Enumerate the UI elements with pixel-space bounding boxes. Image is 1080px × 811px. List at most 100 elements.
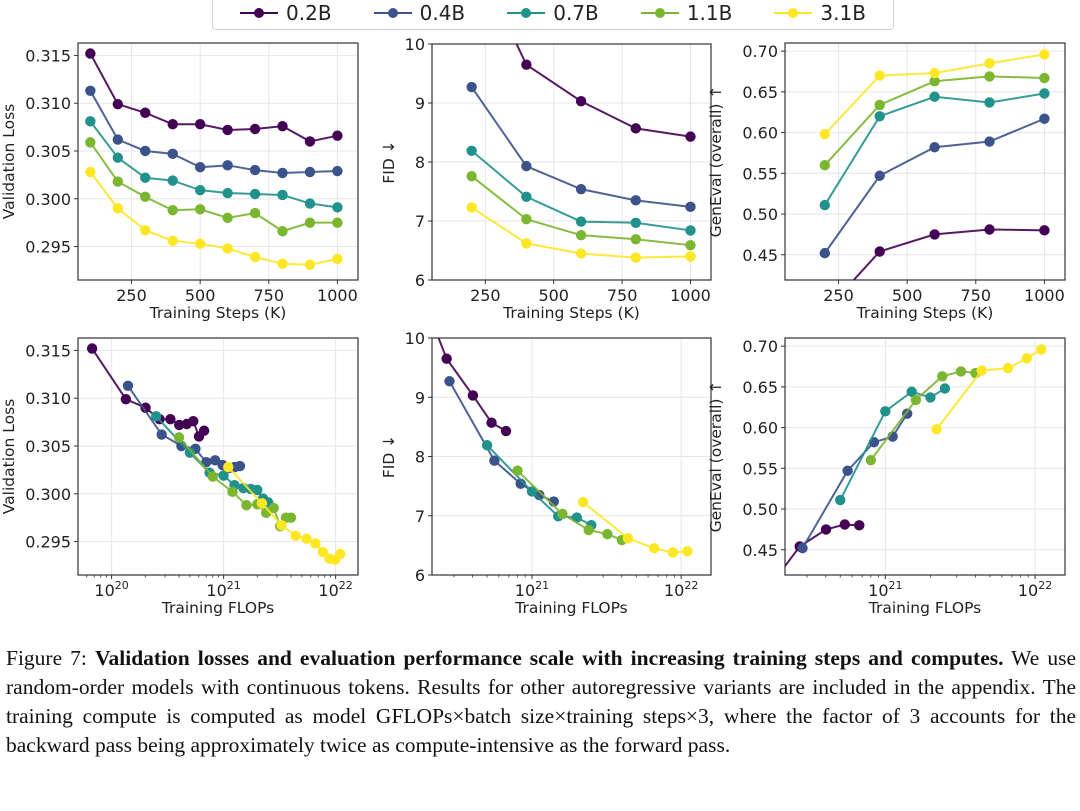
data-point-3.1B xyxy=(1002,362,1014,374)
data-point-3.1B xyxy=(256,498,268,509)
data-point-0.7B xyxy=(252,484,263,496)
y-axis-label: FID ↓ xyxy=(380,435,398,478)
data-point-3.1B xyxy=(301,533,312,544)
y-tick-label: 0.60 xyxy=(742,124,778,143)
data-point-3.1B xyxy=(290,530,301,542)
panel-geneval-vs-steps: 250 500 750 1000 0.45 0.50 0.55 0.60 0.65 0.70 Tra… xyxy=(707,42,1066,322)
x-tick-label: 1020 xyxy=(94,579,128,600)
legend-marker-icon xyxy=(774,7,813,19)
series-line-0.4B xyxy=(89,90,338,174)
data-point-1.1B xyxy=(874,99,885,111)
data-point-0.4B xyxy=(85,85,96,96)
axes-frame xyxy=(784,337,1066,576)
y-tick-label: 0.50 xyxy=(742,205,778,224)
x-axis-label: Training Steps (K) xyxy=(149,304,287,322)
legend-label: 0.7B xyxy=(553,1,599,25)
data-point-3.1B xyxy=(140,225,151,236)
data-point-3.1B xyxy=(521,238,532,249)
y-tick-label: 0.70 xyxy=(742,337,778,356)
y-tick-label: 0.315 xyxy=(25,46,71,65)
data-point-0.4B xyxy=(194,162,206,173)
data-point-3.1B xyxy=(929,67,940,79)
data-point-0.7B xyxy=(575,216,587,227)
legend-marker-icon xyxy=(373,7,412,19)
figure-panels: 250 500 750 1000 0.295 0.300 0.305 0.310 0.315 Tr… xyxy=(0,35,1066,617)
data-point-3.1B xyxy=(575,248,587,259)
data-point-0.2B xyxy=(194,119,206,130)
data-point-0.7B xyxy=(249,188,261,200)
data-point-1.1B xyxy=(241,500,252,511)
data-point-1.1B xyxy=(984,71,995,82)
x-tick-label: 1000 xyxy=(670,286,711,305)
y-tick-label: 0.305 xyxy=(25,142,71,161)
data-point-1.1B xyxy=(865,454,877,466)
data-point-0.2B xyxy=(112,98,124,110)
data-point-3.1B xyxy=(223,461,234,473)
data-point-1.1B xyxy=(194,204,206,215)
data-point-0.4B xyxy=(249,164,261,176)
data-point-1.1B xyxy=(85,137,96,148)
data-point-0.7B xyxy=(835,494,846,506)
caption-bold-title: Validation losses and evaluation perform… xyxy=(94,646,1004,670)
data-point-1.1B xyxy=(277,226,288,237)
data-point-0.7B xyxy=(466,145,477,156)
data-point-1.1B xyxy=(583,524,594,536)
data-point-0.2B xyxy=(397,238,407,248)
data-point-0.4B xyxy=(489,455,500,466)
data-point-0.2B xyxy=(839,519,850,530)
data-point-0.2B xyxy=(222,124,233,136)
data-point-3.1B xyxy=(194,238,206,249)
axes-frame xyxy=(77,337,359,576)
y-tick-label: 0.300 xyxy=(25,485,71,504)
data-point-1.1B xyxy=(819,159,831,171)
data-point-0.7B xyxy=(906,386,917,397)
data-point-1.1B xyxy=(575,229,587,241)
data-point-1.1B xyxy=(466,170,477,182)
series-line-0.7B xyxy=(839,387,946,501)
legend-marker-icon xyxy=(240,7,279,19)
data-point-1.1B xyxy=(602,528,613,540)
data-point-0.7B xyxy=(880,406,891,417)
y-tick-label: 0.60 xyxy=(742,419,778,438)
data-point-0.2B xyxy=(165,414,176,425)
data-point-0.4B xyxy=(156,429,167,440)
data-point-1.1B xyxy=(512,465,523,476)
data-point-0.4B xyxy=(304,166,316,178)
data-point-0.2B xyxy=(929,229,940,240)
data-point-0.2B xyxy=(304,136,316,147)
data-point-3.1B xyxy=(1039,49,1050,60)
data-point-0.4B xyxy=(874,170,885,181)
data-point-0.7B xyxy=(194,184,206,196)
y-tick-label: 0.55 xyxy=(742,459,778,478)
y-tick-label: 0.50 xyxy=(742,500,778,519)
data-point-1.1B xyxy=(332,217,343,228)
data-point-0.2B xyxy=(630,123,641,134)
y-axis-label: Validation Loss xyxy=(0,104,18,219)
data-point-0.7B xyxy=(526,486,538,497)
data-point-1.1B xyxy=(955,366,967,377)
data-point-0.2B xyxy=(854,520,865,531)
data-point-1.1B xyxy=(304,217,316,228)
data-point-0.2B xyxy=(749,602,759,612)
data-point-0.2B xyxy=(86,343,98,354)
data-point-3.1B xyxy=(277,258,288,269)
y-tick-label: 0.45 xyxy=(742,246,778,265)
data-point-0.4B xyxy=(234,460,246,472)
data-point-3.1B xyxy=(577,496,589,508)
data-point-0.7B xyxy=(140,172,151,183)
data-point-3.1B xyxy=(874,70,885,81)
y-tick-label: 9 xyxy=(415,388,425,407)
data-point-0.4B xyxy=(685,201,696,213)
caption-prefix: Figure 7: xyxy=(6,646,95,670)
data-point-1.1B xyxy=(630,234,641,245)
y-tick-label: 0.45 xyxy=(742,541,778,560)
series-line-3.1B xyxy=(582,501,688,554)
y-tick-label: 0.65 xyxy=(742,378,778,397)
data-point-0.2B xyxy=(685,131,696,142)
data-point-0.7B xyxy=(874,111,885,122)
series-line-0.2B xyxy=(785,523,860,568)
data-point-0.7B xyxy=(929,91,940,102)
data-point-0.2B xyxy=(188,415,199,427)
data-point-0.2B xyxy=(521,59,532,70)
data-point-1.1B xyxy=(167,205,178,216)
